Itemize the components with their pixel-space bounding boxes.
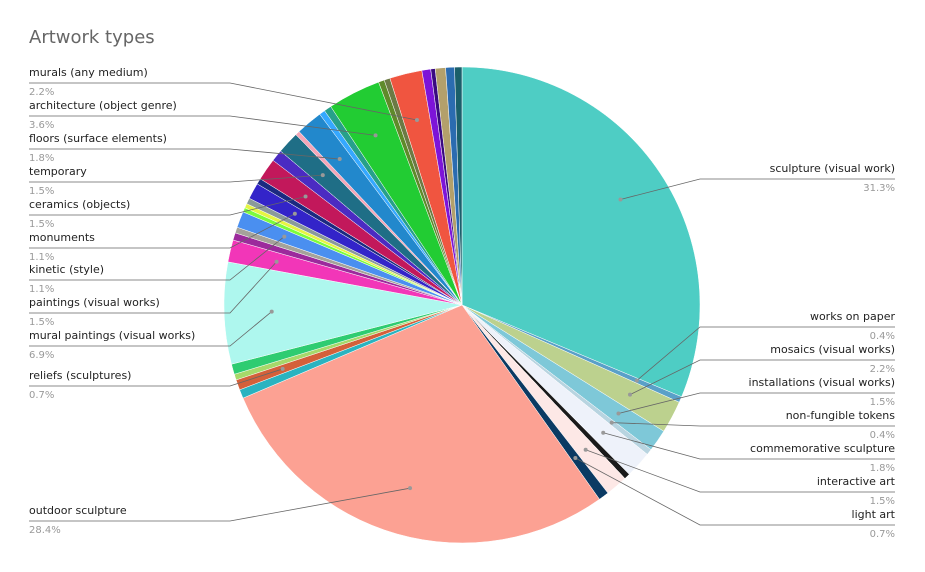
- leader-dot: [616, 411, 621, 416]
- slice-value-label: 1.8%: [29, 153, 54, 164]
- leader-dot: [274, 259, 279, 264]
- leader-dot: [583, 447, 588, 452]
- leader-line: [618, 392, 895, 414]
- slice-value-label: 3.6%: [29, 120, 54, 131]
- leader-dot: [280, 366, 285, 371]
- leader-line: [603, 432, 895, 460]
- slice-value-label: 0.4%: [870, 430, 895, 441]
- leader-line: [585, 449, 895, 493]
- slice-value-label: 31.3%: [863, 183, 895, 194]
- leader-line: [620, 178, 895, 200]
- leader-line: [29, 213, 296, 249]
- slice-value-label: 6.9%: [29, 350, 54, 361]
- slice-label: paintings (visual works): [29, 296, 160, 309]
- leader-line: [29, 148, 340, 160]
- leader-dot: [282, 234, 287, 239]
- slice-label: monuments: [29, 231, 95, 244]
- slice-label: murals (any medium): [29, 66, 148, 79]
- slice-value-label: 1.5%: [870, 496, 895, 507]
- leader-line: [29, 174, 323, 183]
- slice-label: interactive art: [817, 475, 896, 488]
- leader-line: [29, 236, 285, 281]
- leader-dot: [303, 194, 308, 199]
- leader-line: [575, 457, 895, 526]
- leader-dot: [269, 309, 274, 314]
- slice-label: commemorative sculpture: [750, 442, 895, 455]
- leader-line: [29, 487, 411, 522]
- slice-value-label: 1.5%: [29, 317, 54, 328]
- leader-line: [29, 311, 272, 347]
- leader-dot: [573, 455, 578, 460]
- slice-label: mosaics (visual works): [770, 343, 895, 356]
- pie-slice: [461, 66, 701, 398]
- leader-line: [29, 82, 418, 121]
- leader-line: [29, 115, 376, 136]
- slice-label: temporary: [29, 165, 87, 178]
- slice-value-label: 28.4%: [29, 525, 61, 536]
- slice-value-label: 1.8%: [870, 463, 895, 474]
- slice-value-label: 0.7%: [29, 390, 54, 401]
- slice-value-label: 1.1%: [29, 284, 54, 295]
- leader-line: [29, 261, 277, 314]
- slice-label: reliefs (sculptures): [29, 369, 131, 382]
- slice-value-label: 2.2%: [870, 364, 895, 375]
- slice-label: floors (surface elements): [29, 132, 167, 145]
- slice-value-label: 1.5%: [29, 186, 54, 197]
- leader-dot: [634, 378, 639, 383]
- slice-label: non-fungible tokens: [786, 409, 896, 422]
- slice-label: installations (visual works): [749, 376, 895, 389]
- slice-value-label: 0.7%: [870, 529, 895, 540]
- slice-label: kinetic (style): [29, 263, 104, 276]
- slice-label: architecture (object genre): [29, 99, 177, 112]
- leader-dot: [337, 157, 342, 162]
- leader-dot: [601, 430, 606, 435]
- leader-dot: [609, 420, 614, 425]
- leader-line: [636, 326, 895, 381]
- slice-label: works on paper: [810, 310, 896, 323]
- slice-label: outdoor sculpture: [29, 504, 127, 517]
- slice-label: light art: [852, 508, 896, 521]
- leader-dot: [408, 486, 413, 491]
- slice-value-label: 0.4%: [870, 331, 895, 342]
- pie-slice: [242, 304, 600, 544]
- slice-label: mural paintings (visual works): [29, 329, 195, 342]
- slice-value-label: 1.5%: [870, 397, 895, 408]
- leader-dot: [373, 133, 378, 138]
- leader-dot: [618, 197, 623, 202]
- slice-value-label: 1.1%: [29, 252, 54, 263]
- leader-dot: [414, 118, 419, 123]
- leader-line: [611, 422, 895, 427]
- slice-value-label: 2.2%: [29, 87, 54, 98]
- slice-label: sculpture (visual work): [770, 162, 895, 175]
- leader-dot: [320, 173, 325, 178]
- leader-line: [29, 196, 306, 216]
- slice-label: ceramics (objects): [29, 198, 130, 211]
- leader-dot: [627, 392, 632, 397]
- chart-title: Artwork types: [29, 27, 155, 48]
- pie-slice: [454, 66, 463, 306]
- leader-dot: [292, 211, 297, 216]
- leader-line: [29, 368, 283, 387]
- slice-value-label: 1.5%: [29, 219, 54, 230]
- leader-line: [629, 359, 895, 395]
